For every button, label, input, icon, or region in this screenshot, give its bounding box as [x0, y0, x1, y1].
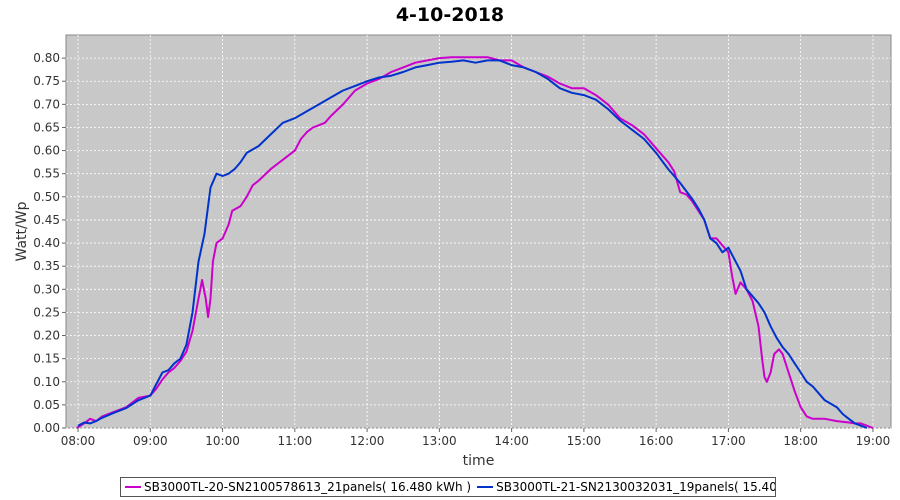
y-tick-label: 0.45 [33, 213, 60, 227]
series-line-0 [76, 56, 874, 429]
x-tick-label: 18:00 [783, 434, 818, 448]
x-tick-label: 10:00 [205, 434, 240, 448]
y-tick-label: 0.70 [33, 97, 60, 111]
y-tick-label: 0.30 [33, 282, 60, 296]
y-tick-label: 0.05 [33, 398, 60, 412]
legend-item-0: SB3000TL-20-SN2100578613_21panels( 16.48… [121, 480, 473, 494]
x-tick-label: 16:00 [639, 434, 674, 448]
series-line-1 [77, 59, 868, 429]
x-tick-label: 17:00 [711, 434, 746, 448]
y-axis-label: Watt/Wp [14, 201, 30, 261]
y-tick-label: 0.75 [33, 74, 60, 88]
x-tick-label: 12:00 [350, 434, 385, 448]
y-tick-label: 0.10 [33, 375, 60, 389]
y-tick-label: 0.25 [33, 305, 60, 319]
y-tick-label: 0.65 [33, 120, 60, 134]
x-tick-label: 09:00 [133, 434, 168, 448]
plot-area [65, 34, 892, 429]
legend-label-0: SB3000TL-20-SN2100578613_21panels( 16.48… [144, 480, 472, 494]
legend-swatch-1 [477, 486, 494, 488]
y-tick-label: 0.80 [33, 51, 60, 65]
chart-legend: SB3000TL-20-SN2100578613_21panels( 16.48… [120, 477, 776, 497]
x-tick-label: 14:00 [494, 434, 529, 448]
x-tick-label: 15:00 [567, 434, 602, 448]
y-tick-label: 0.55 [33, 167, 60, 181]
y-tick-label: 0.40 [33, 236, 60, 250]
legend-label-1: SB3000TL-21-SN2130032031_19panels( 15.40… [496, 480, 775, 494]
y-tick-label: 0.20 [33, 329, 60, 343]
legend-swatch-0 [125, 486, 141, 488]
x-tick-label: 19:00 [856, 434, 891, 448]
y-tick-label: 0.50 [33, 190, 60, 204]
y-tick-label: 0.00 [33, 421, 60, 435]
x-tick-label: 08:00 [61, 434, 96, 448]
x-axis-label: time [463, 453, 495, 469]
y-tick-label: 0.35 [33, 259, 60, 273]
y-tick-label: 0.60 [33, 144, 60, 158]
legend-item-1: SB3000TL-21-SN2130032031_19panels( 15.40… [473, 480, 775, 494]
chart-title: 4-10-2018 [395, 4, 505, 26]
y-tick-label: 0.15 [33, 352, 60, 366]
x-tick-label: 13:00 [422, 434, 457, 448]
x-tick-label: 11:00 [278, 434, 313, 448]
